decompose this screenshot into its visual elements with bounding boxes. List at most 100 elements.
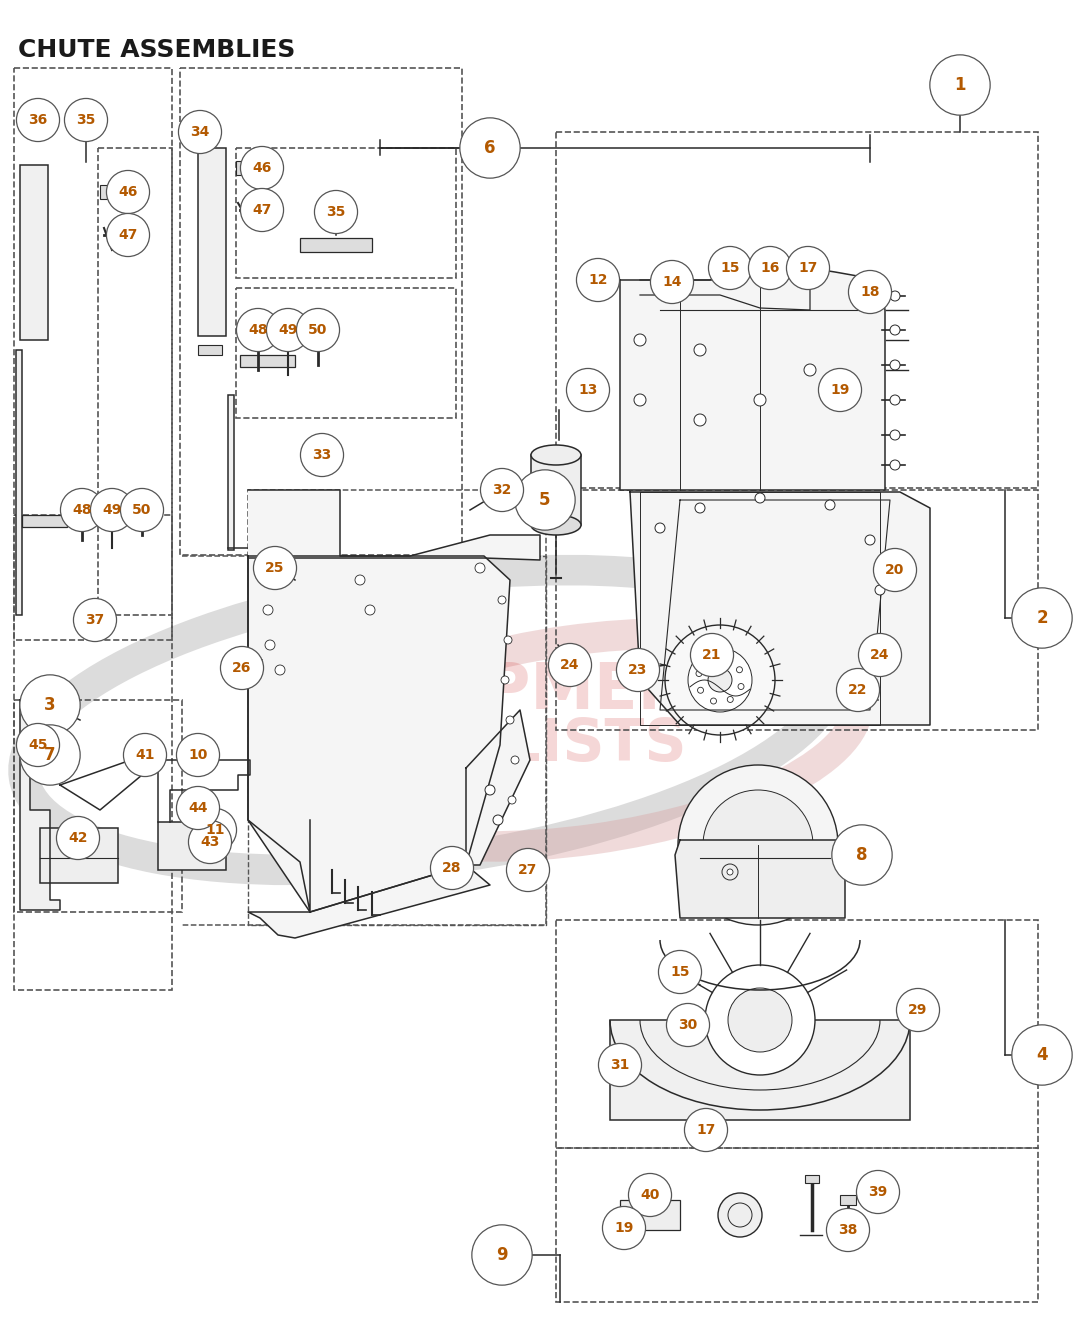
Circle shape <box>498 596 506 604</box>
Polygon shape <box>248 864 490 938</box>
Text: 27: 27 <box>518 863 537 876</box>
Bar <box>556 490 1038 729</box>
Circle shape <box>703 790 813 900</box>
Polygon shape <box>466 709 530 864</box>
Circle shape <box>705 965 815 1075</box>
Bar <box>198 345 222 355</box>
Circle shape <box>870 635 880 645</box>
Circle shape <box>240 188 283 231</box>
Text: 23: 23 <box>628 663 647 677</box>
Circle shape <box>314 191 358 234</box>
Circle shape <box>845 685 855 695</box>
Circle shape <box>865 534 875 545</box>
Circle shape <box>709 246 752 290</box>
Circle shape <box>221 647 264 689</box>
Circle shape <box>616 1220 632 1236</box>
Circle shape <box>896 989 939 1031</box>
Circle shape <box>890 430 900 440</box>
Circle shape <box>1012 1025 1073 1085</box>
Text: 24: 24 <box>560 659 579 672</box>
Circle shape <box>708 668 732 692</box>
Circle shape <box>890 395 900 405</box>
Circle shape <box>727 696 733 703</box>
Text: 12: 12 <box>588 273 607 287</box>
Circle shape <box>107 171 150 214</box>
Circle shape <box>929 55 990 115</box>
Text: 33: 33 <box>312 448 332 462</box>
Bar <box>610 1019 910 1120</box>
Bar <box>14 700 182 912</box>
Circle shape <box>472 1225 532 1285</box>
Circle shape <box>667 1003 710 1046</box>
Text: 19: 19 <box>830 383 850 397</box>
Circle shape <box>658 950 701 994</box>
Circle shape <box>602 1206 645 1249</box>
Text: 39: 39 <box>868 1185 887 1198</box>
Circle shape <box>707 657 713 664</box>
Text: CHUTE ASSEMBLIES: CHUTE ASSEMBLIES <box>18 37 295 61</box>
Text: 15: 15 <box>670 965 689 979</box>
Text: 41: 41 <box>136 748 155 762</box>
Circle shape <box>690 633 733 676</box>
Bar <box>556 921 1038 1148</box>
Circle shape <box>567 369 610 411</box>
Text: 6: 6 <box>485 139 495 158</box>
Circle shape <box>90 489 134 532</box>
Text: 9: 9 <box>496 1246 508 1264</box>
Text: 46: 46 <box>252 162 271 175</box>
Circle shape <box>688 648 752 712</box>
Circle shape <box>124 733 167 776</box>
Bar <box>20 166 48 339</box>
Ellipse shape <box>531 445 581 465</box>
Text: 38: 38 <box>838 1222 857 1237</box>
Text: INC.: INC. <box>721 697 803 731</box>
Text: 49: 49 <box>278 323 297 337</box>
Bar <box>556 1148 1038 1303</box>
Text: 21: 21 <box>702 648 722 663</box>
Polygon shape <box>248 490 540 560</box>
Bar <box>300 238 372 253</box>
Text: 3: 3 <box>44 696 56 713</box>
Circle shape <box>629 1173 672 1217</box>
Circle shape <box>634 394 646 406</box>
Circle shape <box>651 261 694 303</box>
Circle shape <box>890 325 900 335</box>
Circle shape <box>65 99 108 142</box>
Circle shape <box>475 562 485 573</box>
Text: 48: 48 <box>249 323 268 337</box>
Circle shape <box>179 111 222 154</box>
Circle shape <box>665 625 775 735</box>
Text: 31: 31 <box>611 1058 630 1071</box>
Circle shape <box>60 489 103 532</box>
Text: 28: 28 <box>443 860 462 875</box>
Circle shape <box>728 1202 752 1226</box>
Text: 20: 20 <box>885 562 905 577</box>
Bar <box>805 1174 819 1182</box>
Text: 5: 5 <box>540 492 550 509</box>
Circle shape <box>616 648 659 692</box>
Circle shape <box>487 476 517 505</box>
Circle shape <box>576 258 619 302</box>
Circle shape <box>724 656 729 661</box>
Bar <box>556 132 1038 488</box>
Bar <box>22 514 67 526</box>
Polygon shape <box>675 840 845 918</box>
Text: EQUIPMENT: EQUIPMENT <box>310 659 735 721</box>
Circle shape <box>890 460 900 470</box>
Circle shape <box>754 394 766 406</box>
Bar <box>236 162 244 175</box>
Text: 35: 35 <box>76 114 96 127</box>
Circle shape <box>655 522 665 533</box>
Circle shape <box>890 359 900 370</box>
Circle shape <box>856 1170 899 1213</box>
Text: 50: 50 <box>132 502 152 517</box>
Circle shape <box>694 414 707 426</box>
Text: 18: 18 <box>861 285 880 299</box>
Circle shape <box>711 697 716 704</box>
Circle shape <box>696 671 702 676</box>
Circle shape <box>56 816 99 859</box>
Text: 14: 14 <box>662 275 682 289</box>
Circle shape <box>698 687 703 693</box>
Circle shape <box>718 1193 763 1237</box>
Circle shape <box>755 493 765 502</box>
